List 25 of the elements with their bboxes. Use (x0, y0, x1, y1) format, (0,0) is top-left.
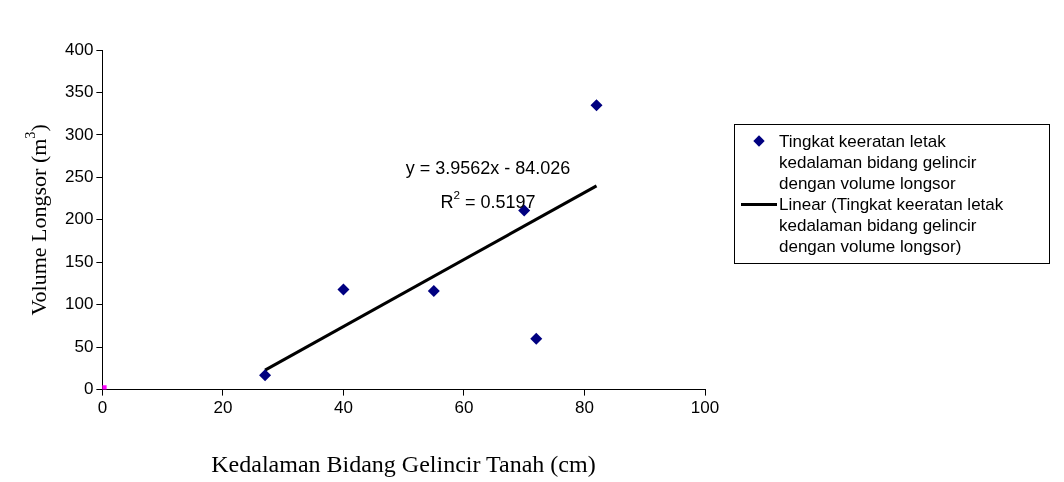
x-axis-title: Kedalaman Bidang Gelincir Tanah (cm) (211, 451, 596, 477)
y-tick-label: 50 (74, 336, 94, 356)
y-tick-label: 0 (83, 379, 94, 399)
y-tick-label: 350 (64, 82, 94, 102)
point (530, 332, 543, 345)
x-tick-label: 0 (97, 398, 108, 418)
x-tick-label: 20 (213, 398, 233, 418)
y-axis-title: Volume Longsor (m3) (21, 124, 51, 316)
legend-label: Linear (Tingkat keeratan letak kedalaman bidang gelincir dengan volume longsor) (779, 194, 1005, 257)
annotation: y = 3.9562x - 84.026 (405, 157, 571, 178)
y-tick-label: 400 (64, 39, 94, 59)
point (590, 99, 603, 112)
y-tick-label: 300 (64, 124, 94, 144)
x-tick-label: 40 (333, 398, 353, 418)
point (337, 283, 350, 296)
y-tick-label: 100 (64, 294, 94, 314)
point (427, 285, 440, 298)
y-tick-label: 200 (64, 209, 94, 229)
y-tick-label: 250 (64, 167, 94, 187)
legend-label: Tingkat keeratan letak kedalaman bidang gelincir dengan volume longsor (779, 131, 978, 194)
x-tick-label: 80 (575, 398, 594, 418)
y-tick-label: 150 (64, 251, 94, 271)
x-tick-label: 60 (454, 398, 474, 418)
point (259, 369, 272, 382)
x-tick-label: 100 (690, 398, 720, 418)
